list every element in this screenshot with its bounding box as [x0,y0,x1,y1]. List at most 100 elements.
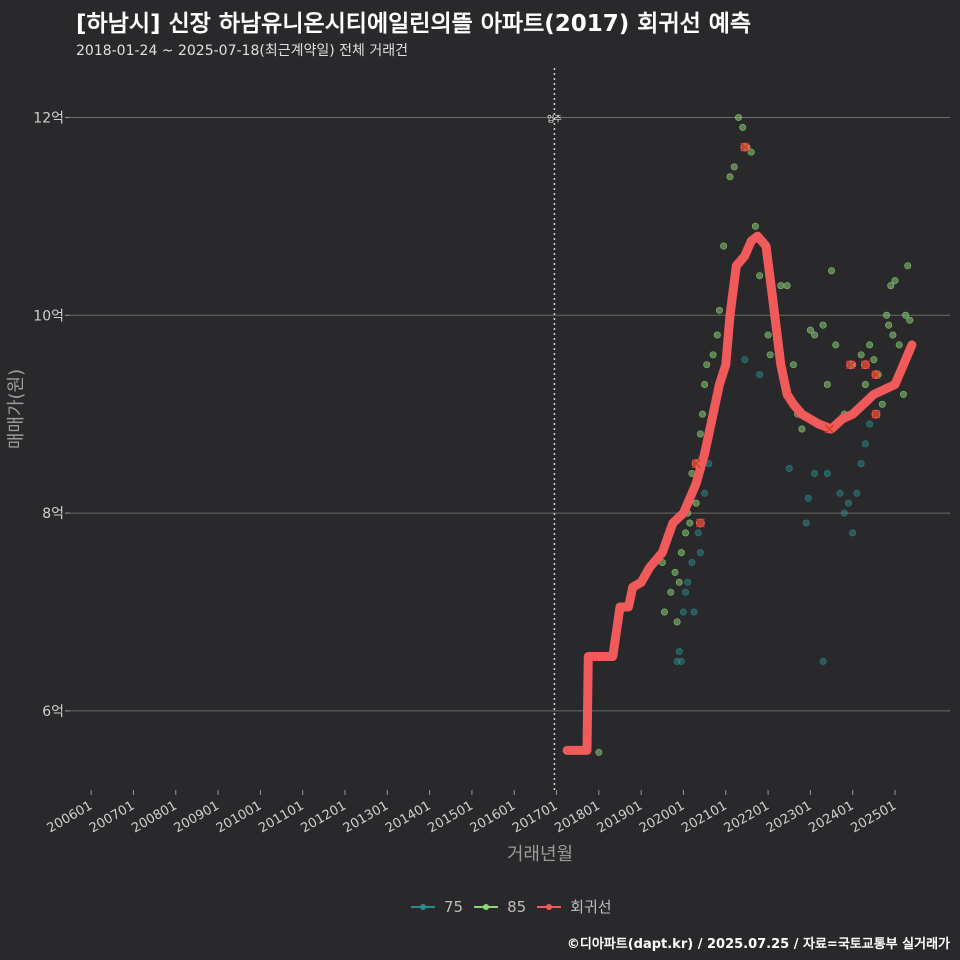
data-point-85 [861,380,869,388]
x-tick-label: 202001 [637,798,687,836]
data-point-85 [904,262,912,270]
x-tick-label: 202401 [806,798,856,836]
data-point-85 [811,331,819,339]
x-axis-title: 거래년월 [507,844,573,865]
x-tick-label: 201201 [299,798,349,836]
x-tick-label: 200801 [129,798,179,836]
data-point-75 [857,460,865,468]
y-tick-label: 8억 [42,506,64,522]
data-point-75 [844,499,852,507]
data-point-85 [677,549,685,557]
data-point-85 [686,519,694,527]
x-tick-label: 201101 [256,798,306,836]
legend-item-85[interactable]: 85 [473,897,526,917]
data-point-75 [682,588,690,596]
x-tick-label: 201001 [214,798,264,836]
data-point-75 [823,470,831,478]
outlier-cross [691,459,701,469]
data-point-85 [698,410,706,418]
data-point-75 [836,489,844,497]
data-point-85 [671,568,679,576]
data-point-85 [783,282,791,290]
data-point-85 [883,311,891,319]
x-tick-label: 201701 [510,798,560,836]
scatter-points [595,113,914,756]
x-tick-label: 202101 [679,798,729,836]
x-tick-label: 200601 [45,798,95,836]
data-point-85 [696,430,704,438]
chart-subtitle: 2018-01-24 ~ 2025-07-18(최근계약일) 전체 거래건 [76,43,408,59]
data-point-85 [806,326,814,334]
data-point-75 [819,657,827,665]
data-point-75 [679,608,687,616]
data-point-85 [866,341,874,349]
data-point-85 [673,618,681,626]
source-caption: ©디아파트(dapt.kr) / 2025.07.25 / 자료=국토교통부 실… [566,937,950,952]
data-point-85 [906,316,914,324]
x-tick-label: 201601 [468,798,518,836]
axes-layer: 6억 8억 10억 12억 200601200701200801200901201001… [6,110,899,865]
data-point-85 [798,425,806,433]
data-point-85 [720,242,728,250]
legend-label-75: 75 [444,897,464,916]
data-point-85 [747,148,755,156]
data-point-75 [811,470,819,478]
outlier-cross [871,370,881,380]
x-tick-label: 201301 [341,798,391,836]
data-point-75 [802,519,810,527]
data-point-85 [703,361,711,369]
x-tick-label: 202201 [722,798,772,836]
data-point-85 [739,123,747,131]
x-tick-label: 201401 [383,798,433,836]
data-point-75 [690,608,698,616]
data-point-85 [764,331,772,339]
annotation-label: 입주 [547,114,562,123]
data-point-85 [667,588,675,596]
data-point-75 [694,529,702,537]
data-point-85 [887,282,895,290]
data-point-75 [804,494,812,502]
x-tick-label: 201901 [595,798,645,836]
data-point-85 [701,380,709,388]
y-tick-label: 10억 [33,308,64,324]
data-point-85 [730,163,738,171]
data-point-85 [789,361,797,369]
data-point-85 [878,400,886,408]
legend-item-regression[interactable]: 회귀선 [536,896,612,917]
outlier-layer [691,142,881,528]
data-point-75 [701,489,709,497]
outlier-cross [871,409,881,419]
outlier-cross [740,142,750,152]
legend-key-85 [473,897,499,917]
data-point-85 [751,222,759,230]
data-point-85 [823,380,831,388]
data-point-85 [692,499,700,507]
regression-line [562,231,917,755]
data-point-75 [684,578,692,586]
y-tick-label: 6억 [42,704,64,720]
legend: 75 85 회귀선 [410,896,612,917]
data-point-85 [832,341,840,349]
data-point-85 [891,277,899,285]
legend-label-regression: 회귀선 [570,898,612,916]
x-tick-label: 202501 [849,798,899,836]
data-point-85 [870,356,878,364]
outlier-cross [846,360,856,370]
x-tick-label: 201501 [425,798,475,836]
data-point-75 [840,509,848,517]
regression-layer [562,231,917,755]
data-point-75 [756,371,764,379]
chart-title: [하남시] 신장 하남유니온시티에일린의뜰 아파트(2017) 회귀선 예측 [76,11,752,37]
legend-item-75[interactable]: 75 [410,897,463,917]
data-point-85 [885,321,893,329]
x-tick-label: 200901 [172,798,222,836]
data-point-85 [777,282,785,290]
data-point-85 [660,608,668,616]
y-axis-title: 매매가(원) [6,369,27,449]
data-point-85 [675,578,683,586]
data-point-75 [741,356,749,364]
legend-key-75 [410,897,436,917]
data-point-75 [677,657,685,665]
data-point-85 [726,173,734,181]
